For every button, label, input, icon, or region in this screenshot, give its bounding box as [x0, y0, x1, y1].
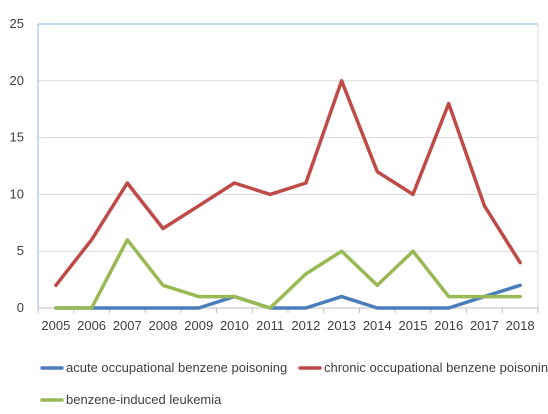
series-line-0	[54, 283, 522, 310]
x-tick-label: 2017	[470, 318, 499, 333]
legend-label-2: benzene-induced leukemia	[66, 392, 222, 407]
y-tick-label: 0	[17, 300, 24, 315]
x-tick-label: 2010	[220, 318, 249, 333]
y-tick-label: 10	[10, 186, 24, 201]
x-tick-label: 2009	[184, 318, 213, 333]
y-tick-label: 15	[10, 130, 24, 145]
y-tick-labels: 0 5 10 15 20 25	[10, 16, 24, 315]
x-tick-label: 2006	[77, 318, 106, 333]
axes	[37, 23, 539, 313]
x-tick-label: 2007	[113, 318, 142, 333]
x-tick-label: 2011	[256, 318, 284, 333]
y-tick-label: 5	[17, 243, 24, 258]
y-tick-label: 25	[10, 16, 24, 31]
x-tick-label: 2013	[327, 318, 356, 333]
gridlines	[38, 80, 538, 252]
x-tick-label: 2005	[41, 318, 70, 333]
x-tick-labels: 2005 2006 2007 2008 2009 2010 2011 2012 2013 2014…	[41, 318, 534, 333]
y-tick-label: 20	[10, 73, 24, 88]
series-line-1	[54, 79, 522, 288]
x-tick-label: 2016	[434, 318, 463, 333]
legend-label-1: chronic occupational benzene poisoning	[324, 360, 548, 375]
x-tick-label: 2014	[363, 318, 392, 333]
legend: acute occupational benzene poisoning chro…	[40, 360, 548, 407]
x-tick-label: 2008	[149, 318, 178, 333]
x-tick-label: 2018	[506, 318, 535, 333]
legend-label-0: acute occupational benzene poisoning	[66, 360, 287, 375]
series-lines	[54, 79, 522, 310]
x-tick-label: 2015	[399, 318, 428, 333]
x-tick-label: 2012	[291, 318, 320, 333]
series-line-2	[54, 238, 522, 310]
